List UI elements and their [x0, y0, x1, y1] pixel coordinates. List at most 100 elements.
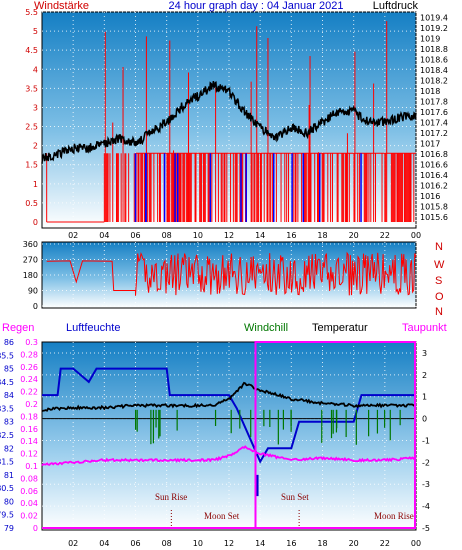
- pressure-line: [41, 81, 417, 164]
- humidity-tick-label: 81.5: [0, 458, 14, 467]
- temperature-tick-label: 0: [422, 415, 427, 424]
- x-tick-label-top: 14: [255, 231, 265, 240]
- rain-tick-label: 0.04: [20, 499, 38, 508]
- pressure-tick-label: 1018.8: [420, 45, 448, 54]
- x-tick-label-top: 16: [286, 231, 296, 240]
- x-tick-label-bottom: 04: [99, 539, 109, 548]
- legend-taupunkt: Taupunkt: [402, 322, 447, 334]
- x-tick-label-top: 00: [411, 231, 421, 240]
- direction-tick-label: 0: [33, 302, 38, 311]
- x-tick-label-top: 20: [349, 231, 359, 240]
- wind-tick-label: 3: [33, 103, 38, 112]
- temperature-tick-label: -1: [422, 436, 430, 445]
- x-tick-label-top: 06: [130, 231, 140, 240]
- pressure-tick-label: 1016: [420, 192, 440, 201]
- x-tick-label-bottom: 22: [380, 539, 390, 548]
- wind-tick-label: 0: [33, 218, 38, 227]
- humidity-tick-label: 85: [4, 365, 14, 374]
- x-tick-label-bottom: 14: [255, 539, 265, 548]
- humidity-tick-label: 83.5: [0, 404, 14, 413]
- humidity-tick-label: 84.5: [0, 378, 14, 387]
- wind-direction-line: [46, 251, 417, 296]
- humidity-line: [42, 367, 416, 464]
- humidity-tick-label: 79: [4, 524, 14, 533]
- temperature-tick-label: 2: [422, 371, 427, 380]
- rain-tick-label: 0.3: [25, 338, 38, 347]
- x-tick-label-bottom: 16: [286, 539, 296, 548]
- temperature-tick-label: -2: [422, 458, 430, 467]
- pressure-tick-label: 1015.8: [420, 202, 448, 211]
- direction-tick-label: 270: [23, 256, 38, 265]
- chart-title: 24 hour graph day : 04 Januar 2021: [169, 0, 344, 12]
- pressure-tick-label: 1018: [420, 87, 440, 96]
- x-tick-label-bottom: 08: [162, 539, 172, 548]
- temperature-line: [41, 381, 417, 412]
- pressure-tick-label: 1019: [420, 34, 440, 43]
- dewpoint-line: [41, 445, 417, 467]
- wind-tick-label: 2: [33, 142, 38, 151]
- wind-tick-label: 2.5: [25, 123, 38, 132]
- humidity-tick-label: 83: [4, 418, 14, 427]
- direction-tick-label: 360: [23, 240, 38, 249]
- header-right: Luftdruck: [373, 0, 419, 12]
- x-tick-label-bottom: 12: [224, 539, 234, 548]
- temperature-tick-label: 1: [422, 393, 427, 402]
- rain-tick-label: 0.14: [20, 437, 38, 446]
- temperature-tick-label: -4: [422, 502, 430, 511]
- rain-tick-label: 0.28: [20, 350, 38, 359]
- temperature-tick-label: -3: [422, 480, 430, 489]
- pressure-tick-label: 1018.6: [420, 55, 448, 64]
- wind-tick-label: 4.5: [25, 46, 38, 55]
- pressure-tick-label: 1019.2: [420, 24, 448, 33]
- pressure-tick-label: 1017: [420, 139, 440, 148]
- compass-w: W: [434, 259, 445, 271]
- pressure-tick-label: 1017.4: [420, 118, 448, 127]
- wind-tick-label: 3.5: [25, 84, 38, 93]
- rain-frame: [254, 341, 416, 529]
- pressure-tick-label: 1019.4: [420, 13, 448, 22]
- rain-tick-label: 0.18: [20, 412, 38, 421]
- x-tick-label-top: 22: [380, 231, 390, 240]
- x-tick-label-bottom: 02: [68, 539, 78, 548]
- compass-n1: N: [435, 241, 443, 253]
- pressure-tick-label: 1016.8: [420, 150, 448, 159]
- x-tick-label-top: 04: [99, 231, 109, 240]
- sun-set-label: Sun Set: [281, 492, 309, 502]
- direction-tick-label: 180: [23, 271, 38, 280]
- pressure-tick-label: 1017.6: [420, 108, 448, 117]
- rain-tick-label: 0.2: [25, 400, 38, 409]
- pressure-tick-label: 1018.2: [420, 76, 448, 85]
- temperature-tick-label: -5: [422, 524, 430, 533]
- legend-temperatur: Temperatur: [312, 322, 368, 334]
- rain-tick-label: 0.06: [20, 487, 38, 496]
- wind-tick-label: 0.5: [25, 199, 38, 208]
- legend-regen: Regen: [2, 322, 34, 334]
- compass-n2: N: [435, 306, 443, 318]
- legend-windchill: Windchill: [244, 322, 288, 334]
- humidity-tick-label: 84: [4, 391, 14, 400]
- rain-tick-label: 0.24: [20, 375, 38, 384]
- pressure-tick-label: 1016.2: [420, 181, 448, 190]
- legend-luftfeuchte: Luftfeuchte: [66, 322, 120, 334]
- wind-tick-label: 5.5: [25, 8, 38, 17]
- chart-marks: [41, 21, 417, 529]
- pressure-tick-label: 1015.6: [420, 213, 448, 222]
- x-tick-label-bottom: 18: [317, 539, 327, 548]
- rain-tick-label: 0.1: [25, 462, 38, 471]
- pressure-tick-label: 1018.4: [420, 66, 448, 75]
- pressure-tick-label: 1017.2: [420, 129, 448, 138]
- moon-rise-label: Moon Rise: [374, 511, 414, 521]
- x-tick-label-bottom: 00: [411, 539, 421, 548]
- x-tick-label-top: 18: [317, 231, 327, 240]
- x-tick-label-bottom: 20: [349, 539, 359, 548]
- wind-tick-label: 5: [33, 27, 38, 36]
- wind-tick-label: 1: [33, 180, 38, 189]
- pressure-tick-label: 1016.4: [420, 171, 448, 180]
- humidity-tick-label: 79.5: [0, 511, 14, 520]
- x-tick-label-bottom: 10: [193, 539, 203, 548]
- humidity-tick-label: 80: [4, 497, 14, 506]
- humidity-tick-label: 80.5: [0, 484, 14, 493]
- humidity-tick-label: 86: [4, 338, 14, 347]
